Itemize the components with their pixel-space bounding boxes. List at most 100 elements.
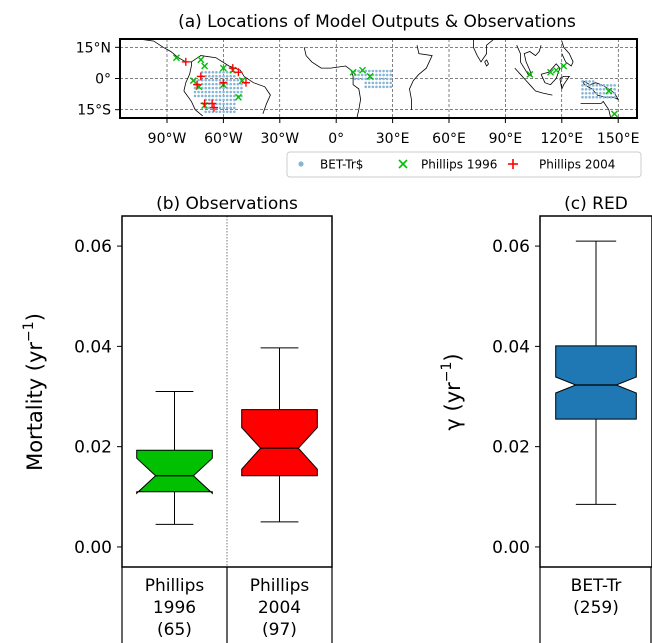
bet-tr-point <box>581 80 584 83</box>
bet-tr-point <box>389 77 393 81</box>
bet-tr-point <box>225 74 229 78</box>
phillips-1996-point <box>359 66 367 74</box>
bet-tr-points <box>193 69 616 114</box>
legend-phillips-1996-marker <box>398 159 408 169</box>
bet-tr-point <box>222 106 225 110</box>
bet-tr-point <box>378 81 382 85</box>
bet-tr-point <box>215 98 218 102</box>
bet-tr-point <box>382 73 385 77</box>
phillips-1996-point <box>197 56 205 64</box>
bet-tr-point <box>385 73 389 77</box>
legend-phillips-1996-label: Phillips 1996 <box>421 158 497 172</box>
bet-tr-point <box>204 82 208 86</box>
phillips-1996-point <box>172 54 180 62</box>
bet-tr-point <box>360 77 364 81</box>
legend-phillips-2004-marker <box>508 159 518 169</box>
bet-tr-point <box>364 69 368 73</box>
bet-tr-point <box>360 73 364 77</box>
bet-tr-point <box>606 84 609 87</box>
bet-tr-point <box>211 86 215 90</box>
bet-tr-point <box>218 70 222 74</box>
bet-tr-point <box>215 74 218 78</box>
bet-tr-point <box>225 78 229 82</box>
coastline <box>580 100 612 119</box>
observations-y-label: Mortality (yr−1) <box>21 313 47 471</box>
bet-tr-point <box>367 69 371 73</box>
x-tick-label: 90°W <box>148 131 187 147</box>
coastline <box>409 45 433 110</box>
coastline <box>183 90 203 117</box>
bet-tr-point <box>613 84 616 87</box>
bet-tr-point <box>208 82 211 86</box>
bet-tr-point <box>588 80 591 83</box>
phillips-2004-point <box>241 78 250 87</box>
bet-tr-point <box>613 88 616 91</box>
x-label-0: BET-Tr (259) <box>571 576 622 618</box>
bet-tr-point <box>233 82 236 86</box>
bet-tr-point <box>229 110 233 114</box>
box-0 <box>136 391 213 525</box>
observations-title: (b) Observations <box>156 194 298 214</box>
bet-tr-point <box>218 110 222 114</box>
bet-tr-point <box>233 94 236 98</box>
phillips-1996-points <box>172 54 618 118</box>
bet-tr-point <box>208 74 211 78</box>
bet-tr-point <box>193 90 197 94</box>
bet-tr-point <box>599 84 602 87</box>
bet-tr-point <box>591 80 595 83</box>
bet-tr-point <box>215 110 218 114</box>
y-tick-label: 0.06 <box>74 237 112 257</box>
bet-tr-point <box>208 98 211 102</box>
bet-tr-point <box>229 106 233 110</box>
phillips-2004-point <box>181 57 190 66</box>
phillips-2004-point <box>200 99 209 108</box>
bet-tr-point <box>595 84 599 87</box>
bet-tr-point <box>584 95 588 99</box>
x-tick-label: 30°E <box>376 131 410 147</box>
phillips-1996-point <box>189 77 197 85</box>
bet-tr-point <box>211 90 215 94</box>
bet-tr-point <box>225 94 229 98</box>
bet-tr-point <box>357 73 360 77</box>
bet-tr-point <box>218 98 222 102</box>
coastline <box>473 38 495 63</box>
bet-tr-point <box>385 85 389 89</box>
bet-tr-point <box>208 90 211 94</box>
bet-tr-point <box>197 90 200 94</box>
bet-tr-point <box>211 74 215 78</box>
bet-tr-point <box>236 82 240 86</box>
bet-tr-point <box>218 94 222 98</box>
bet-tr-point <box>233 98 236 102</box>
bet-tr-point <box>588 95 591 99</box>
bet-tr-point <box>229 98 233 102</box>
bet-tr-point <box>375 85 378 89</box>
bet-tr-point <box>215 86 218 90</box>
red-y-ticks: 0.00 0.02 0.04 0.06 <box>492 237 540 558</box>
bet-tr-point <box>240 90 243 94</box>
phillips-2004-point <box>193 80 202 89</box>
legend-bet-label: BET-Tr$ <box>320 158 363 172</box>
legend-box <box>286 151 642 178</box>
bet-tr-point <box>371 85 375 89</box>
bet-tr-point <box>211 78 215 82</box>
bet-tr-point <box>584 88 588 91</box>
phillips-2004-point <box>228 64 237 73</box>
phillips-2004-point <box>219 78 228 87</box>
coastline <box>303 47 362 119</box>
notched-box <box>241 409 318 477</box>
coastline <box>535 90 553 96</box>
coastline <box>138 38 271 114</box>
bet-tr-point <box>208 86 211 90</box>
bet-tr-point <box>233 78 236 82</box>
x-tick-label: 60°W <box>204 131 243 147</box>
bet-tr-point <box>240 86 243 90</box>
x-tick-label: 90°E <box>489 131 523 147</box>
map-x-ticks: 90°W 60°W 30°W 0° 30°E 60°E 90°E 120°E 150°E <box>148 118 639 147</box>
bet-tr-point <box>211 70 215 74</box>
map-y-ticks: 15°N 0° 15°S <box>76 40 120 119</box>
bet-tr-point <box>193 94 197 98</box>
bet-tr-point <box>382 81 385 85</box>
observations-panel: (b) Observations 0.00 0.02 0.04 0.06 Philli… <box>21 194 333 640</box>
bet-tr-point <box>389 81 393 85</box>
y-tick-label: 0.00 <box>74 538 112 558</box>
